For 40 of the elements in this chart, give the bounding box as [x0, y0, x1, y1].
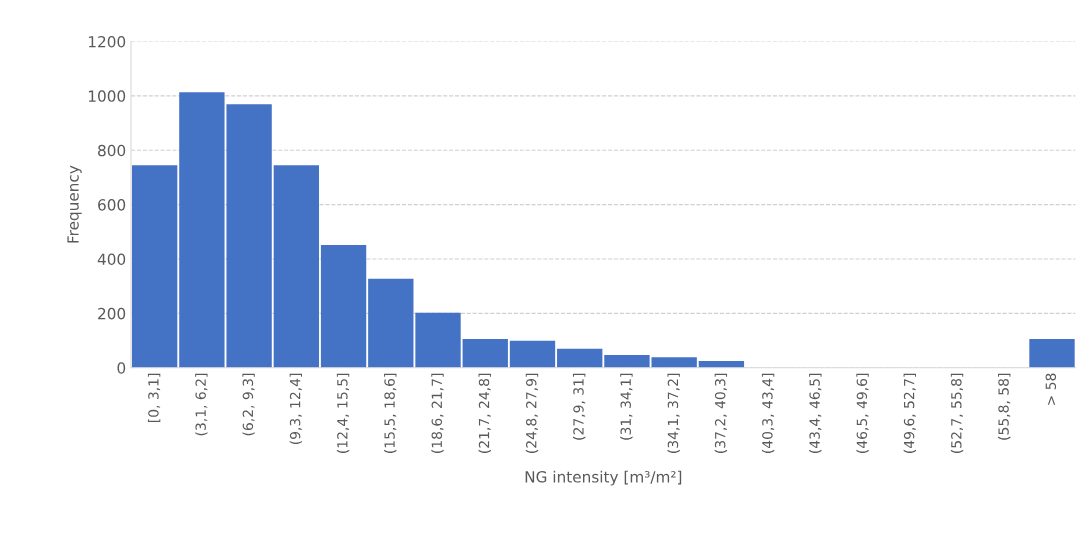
x-tick-label: (3,1, 6,2]	[195, 373, 208, 436]
y-axis-title: Frequency	[67, 165, 82, 243]
x-tick-label: (52,7, 55,8]	[950, 373, 964, 453]
y-tick-label: 600	[98, 199, 126, 211]
bar	[462, 338, 508, 368]
x-tick-label: (40,3, 43,4]	[761, 373, 775, 453]
y-tick-label: 800	[98, 144, 126, 157]
x-tick-label: (55,8, 58]	[998, 373, 1011, 440]
y-tick-label: 200	[98, 307, 126, 320]
bar	[557, 348, 603, 368]
x-tick-label: (9,3, 12,4]	[289, 373, 303, 445]
bar	[131, 165, 178, 368]
y-tick-label: 0	[117, 362, 126, 374]
x-tick-label: (15,5, 18,6]	[384, 373, 397, 453]
x-tick-label: (18,6, 21,7]	[431, 373, 444, 453]
x-tick-label: (31, 34,1]	[620, 373, 633, 440]
x-tick-label: (46,5, 49,6]	[856, 373, 869, 453]
x-tick-label: (27,9, 31]	[572, 373, 586, 440]
x-tick-label: (6,2, 9,3]	[242, 373, 255, 436]
x-tick-label: [0, 3,1]	[147, 373, 161, 422]
x-tick-label: (49,6, 52,7]	[903, 373, 916, 453]
bar	[320, 245, 367, 368]
x-tick-label: (37,2, 40,3]	[714, 373, 728, 453]
bar	[651, 357, 697, 368]
bar	[273, 165, 320, 368]
y-tick-label: 1000	[88, 90, 126, 102]
bar	[509, 340, 556, 368]
bar	[368, 278, 414, 368]
x-tick-label: (24,8, 27,9]	[525, 373, 539, 453]
y-tick-label: 1200	[88, 35, 126, 48]
x-tick-label: (43,4, 46,5]	[809, 373, 822, 453]
bar	[415, 312, 461, 368]
x-tick-label: (21,7, 24,8]	[478, 373, 491, 453]
x-tick-label: > 58	[1045, 373, 1057, 405]
bar	[1029, 338, 1075, 368]
x-tick-label: (12,4, 15,5]	[336, 373, 350, 453]
y-tick-label: 400	[97, 253, 126, 266]
x-axis-title: NG intensity [m³/m²]	[525, 470, 682, 486]
x-tick-label: (34,1, 37,2]	[667, 373, 680, 453]
bar	[604, 354, 650, 368]
